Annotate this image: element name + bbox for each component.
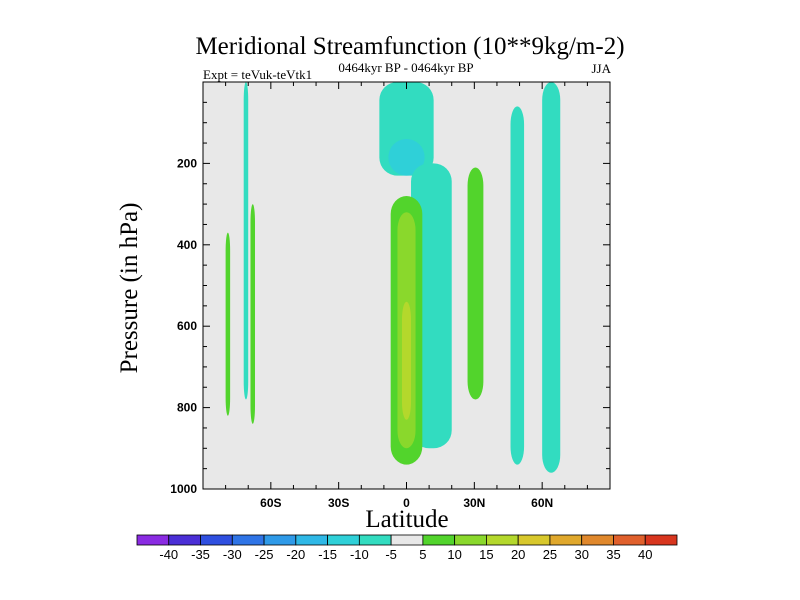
contour-regions	[225, 82, 561, 473]
colorbar-label: 5	[419, 547, 426, 562]
chart-title: Meridional Streamfunction (10**9kg/m-2)	[195, 33, 624, 60]
colorbar-label: 35	[606, 547, 620, 562]
colorbar-label: -15	[318, 547, 337, 562]
x-tick-label: 0	[403, 496, 410, 510]
x-tick-label: 30S	[328, 496, 349, 510]
colorbar-swatch	[454, 534, 487, 546]
colorbar-swatch	[390, 534, 424, 546]
contour-region-4	[510, 106, 525, 465]
contour-region-11	[225, 232, 231, 416]
contour-region-9	[401, 301, 412, 420]
colorbar: -40 -35 -30 -25 -20 -15 -10 -5 5 10 15 20 25 30 35 40	[136, 534, 678, 562]
experiment-label: Expt = teVuk-teVtk1	[203, 67, 312, 82]
x-axis-label: Latitude	[365, 506, 448, 533]
y-tick-label: 1000	[170, 482, 197, 496]
contour-region-6	[243, 82, 249, 400]
chart-subtitle: 0464kyr BP - 0464kyr BP	[338, 60, 473, 75]
colorbar-swatch	[231, 534, 265, 546]
y-tick-label: 400	[177, 238, 197, 252]
y-tick-label: 600	[177, 319, 197, 333]
colorbar-swatch	[168, 534, 201, 546]
y-tick-label: 800	[177, 401, 197, 415]
colorbar-label: 30	[574, 547, 588, 562]
colorbar-label: -25	[255, 547, 274, 562]
season-label: JJA	[591, 61, 611, 76]
colorbar-label: -35	[191, 547, 210, 562]
colorbar-swatch	[517, 534, 551, 546]
contour-region-5	[542, 82, 561, 473]
colorbar-swatch	[581, 534, 614, 546]
plot-area	[202, 81, 611, 490]
colorbar-label: -30	[223, 547, 242, 562]
colorbar-swatch	[644, 534, 678, 546]
contour-region-10	[467, 167, 484, 400]
x-axis: 60S 30S 0 30N 60N	[202, 82, 611, 510]
y-axis: 200 400 600 800 1000	[170, 81, 610, 496]
colorbar-label: -40	[159, 547, 178, 562]
colorbar-swatch	[613, 534, 646, 546]
colorbar-label: 10	[447, 547, 461, 562]
x-tick-label: 60S	[260, 496, 281, 510]
colorbar-swatch	[263, 534, 297, 546]
y-tick-label: 200	[177, 156, 197, 170]
x-tick-label: 60N	[531, 496, 553, 510]
colorbar-label: 40	[638, 547, 652, 562]
colorbar-label: 25	[543, 547, 557, 562]
x-tick-label: 30N	[463, 496, 485, 510]
colorbar-swatch	[200, 534, 233, 546]
colorbar-swatch	[422, 534, 456, 546]
colorbar-swatch	[486, 534, 519, 546]
colorbar-label: 20	[511, 547, 525, 562]
colorbar-label: -10	[350, 547, 369, 562]
colorbar-swatch	[327, 534, 360, 546]
colorbar-label: -20	[286, 547, 305, 562]
contour-region-1	[388, 138, 425, 176]
colorbar-label: -5	[385, 547, 397, 562]
colorbar-label: 15	[479, 547, 493, 562]
y-axis-label: Pressure (in hPa)	[116, 203, 143, 374]
colorbar-swatch	[136, 534, 170, 546]
colorbar-swatch	[295, 534, 328, 546]
contour-region-12	[250, 204, 256, 424]
colorbar-swatch	[358, 534, 392, 546]
colorbar-swatch	[549, 534, 583, 546]
